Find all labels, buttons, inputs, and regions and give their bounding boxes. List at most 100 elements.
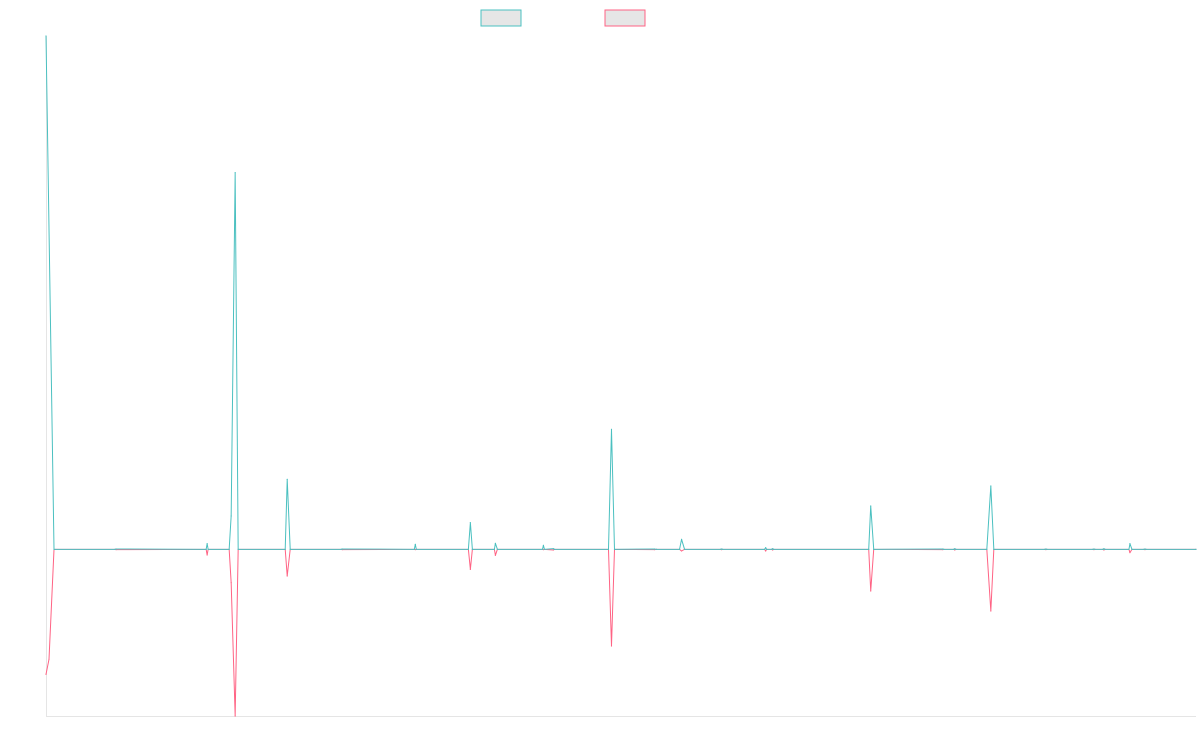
series-1-point-42[interactable]: [765, 547, 767, 549]
series-1-point-30[interactable]: [607, 548, 610, 550]
series-1-point-6[interactable]: [207, 548, 209, 550]
series-1-point-67[interactable]: [1128, 548, 1130, 550]
series-1-line: [45, 35, 1196, 550]
series-1-point-14[interactable]: [340, 548, 342, 550]
series-1-point-8[interactable]: [230, 515, 232, 517]
series-1-point-68[interactable]: [1129, 543, 1131, 545]
series-1-point-58[interactable]: [1044, 548, 1046, 550]
legend-swatch-series-2: [604, 9, 646, 27]
series-1-point-15[interactable]: [341, 548, 343, 550]
series-1-point-0[interactable]: [45, 35, 47, 37]
series-1-point-34[interactable]: [655, 548, 658, 550]
series-1-point-39[interactable]: [720, 548, 723, 550]
series-1-point-41[interactable]: [764, 548, 766, 550]
series-1-point-21[interactable]: [471, 548, 473, 550]
series-1-point-24[interactable]: [496, 548, 498, 550]
series-1-point-55[interactable]: [986, 548, 988, 550]
series-2-point-6[interactable]: [206, 554, 208, 556]
series-1-point-13[interactable]: [289, 548, 291, 550]
series-1-point-1[interactable]: [53, 548, 55, 550]
series-1-point-73[interactable]: [1195, 548, 1197, 550]
series-1-point-57[interactable]: [993, 548, 995, 550]
legend-item-series-1[interactable]: [480, 9, 522, 27]
series-1-point-40[interactable]: [721, 548, 724, 550]
series-1-point-71[interactable]: [1144, 548, 1146, 550]
legend-item-series-2[interactable]: [604, 9, 646, 27]
series-2-point-69[interactable]: [1129, 552, 1131, 554]
series-1-point-29[interactable]: [553, 548, 556, 550]
series-1-point-3[interactable]: [115, 548, 117, 550]
series-1-point-59[interactable]: [1045, 548, 1047, 550]
series-1-point-25[interactable]: [541, 548, 544, 550]
series-1-point-62[interactable]: [1093, 548, 1095, 550]
series-1-point-22[interactable]: [493, 548, 495, 550]
series-1-point-60[interactable]: [1046, 548, 1048, 550]
series-1-point-5[interactable]: [206, 543, 208, 545]
series-1-point-69[interactable]: [1131, 548, 1133, 550]
series-1-point-72[interactable]: [1145, 548, 1147, 550]
series-1-point-28[interactable]: [552, 548, 555, 550]
series-1-point-23[interactable]: [494, 542, 496, 544]
series-1-point-19[interactable]: [467, 548, 469, 550]
series-1-point-66[interactable]: [1104, 548, 1106, 550]
series-1-point-45[interactable]: [772, 548, 774, 550]
series-1-point-65[interactable]: [1103, 548, 1105, 550]
series-1-point-38[interactable]: [719, 548, 722, 550]
series-2-point-29[interactable]: [552, 549, 555, 551]
series-1-point-52[interactable]: [953, 548, 955, 550]
series-1-point-36[interactable]: [680, 538, 683, 540]
series-1-point-37[interactable]: [683, 548, 686, 550]
series-1-point-11[interactable]: [284, 548, 286, 550]
series-1-point-54[interactable]: [955, 548, 957, 550]
series-2-point-9[interactable]: [230, 582, 232, 584]
series-1-point-48[interactable]: [870, 505, 872, 507]
series-1-point-50[interactable]: [942, 548, 944, 550]
series-2-point-57[interactable]: [990, 610, 992, 612]
series-2-point-0[interactable]: [45, 673, 47, 675]
series-2-point-13[interactable]: [286, 575, 288, 577]
series-1-point-44[interactable]: [771, 548, 773, 550]
series-1-point-33[interactable]: [653, 548, 656, 550]
series-2-point-46[interactable]: [772, 549, 774, 551]
series-1-point-9[interactable]: [234, 172, 236, 174]
series-1-point-61[interactable]: [1092, 548, 1094, 550]
series-2-point-43[interactable]: [765, 550, 767, 552]
series-1-point-20[interactable]: [469, 522, 471, 524]
series-1-point-17[interactable]: [414, 543, 416, 545]
series-1-point-10[interactable]: [237, 548, 239, 550]
series-1-point-4[interactable]: [205, 548, 207, 550]
series-1-point-43[interactable]: [766, 548, 768, 550]
series-2-point-49[interactable]: [870, 590, 872, 592]
series-1-point-18[interactable]: [415, 548, 417, 550]
series-2-point-1[interactable]: [48, 658, 50, 660]
series-1-point-63[interactable]: [1094, 548, 1096, 550]
series-2-point-24[interactable]: [494, 554, 496, 556]
axes: [46, 36, 1196, 717]
series-2-point-27[interactable]: [542, 549, 545, 551]
series-1-point-47[interactable]: [868, 548, 870, 550]
series-2-point-21[interactable]: [469, 568, 471, 570]
series-2-point-37[interactable]: [680, 550, 683, 552]
series-2-point-32[interactable]: [610, 645, 613, 647]
series-1-point-49[interactable]: [873, 548, 875, 550]
series-2-point-18[interactable]: [414, 549, 416, 551]
series-1-point-27[interactable]: [543, 548, 546, 550]
series-1-point-64[interactable]: [1102, 548, 1104, 550]
series-2-point-66[interactable]: [1103, 549, 1105, 551]
series-1-point-2[interactable]: [114, 548, 116, 550]
series-2: [45, 548, 1197, 717]
series-1-point-56[interactable]: [990, 485, 992, 487]
series-2-point-10[interactable]: [234, 715, 236, 717]
series-1-point-51[interactable]: [943, 548, 945, 550]
series-1-point-31[interactable]: [610, 428, 613, 430]
series-1-point-32[interactable]: [613, 548, 616, 550]
series-2-point-54[interactable]: [954, 549, 956, 551]
series-1-point-26[interactable]: [542, 544, 545, 546]
series-1-point-12[interactable]: [286, 478, 288, 480]
series-1-point-70[interactable]: [1143, 548, 1145, 550]
series-1-point-16[interactable]: [413, 548, 415, 550]
series-1-point-46[interactable]: [773, 548, 775, 550]
series-1-point-7[interactable]: [228, 548, 230, 550]
series-1-point-35[interactable]: [678, 548, 681, 550]
series-1-point-53[interactable]: [954, 548, 956, 550]
